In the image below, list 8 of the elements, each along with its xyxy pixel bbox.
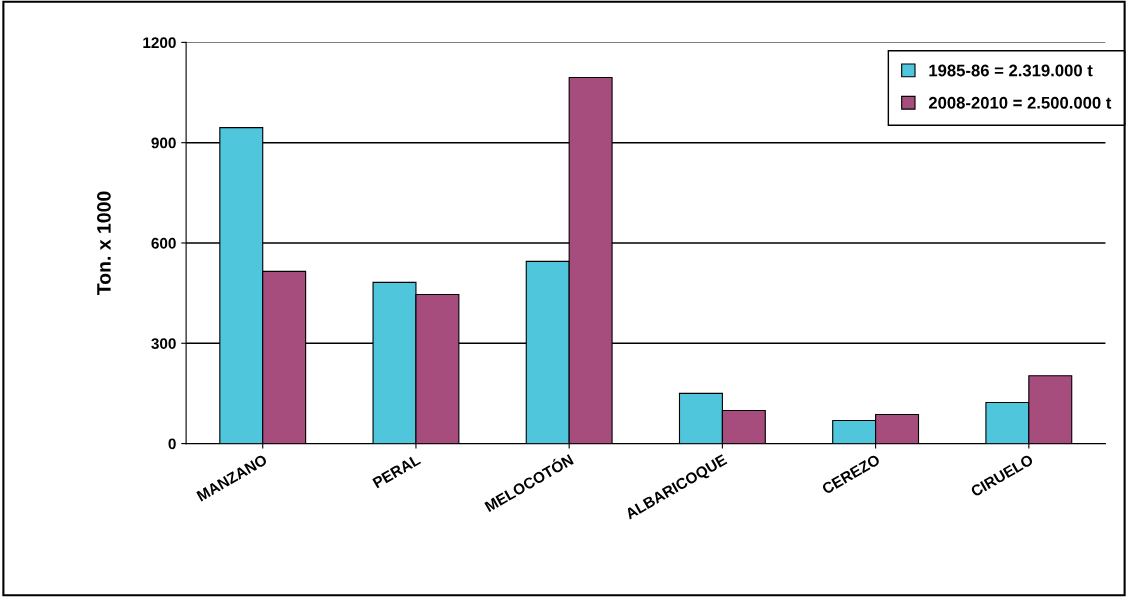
y-tick-label: 0 [168,438,176,450]
y-axis-title: Ton. x 1000 [97,191,111,295]
y-tick-label: 900 [151,137,176,149]
y-tick-label: 300 [151,338,176,349]
legend-label: 1985-86 = 2.319.000 t [929,64,1093,77]
y-tick-label: 1200 [143,37,176,49]
y-tick-label: 600 [151,237,176,249]
legend-label: 2008-2010 = 2.500.000 t [928,96,1112,109]
